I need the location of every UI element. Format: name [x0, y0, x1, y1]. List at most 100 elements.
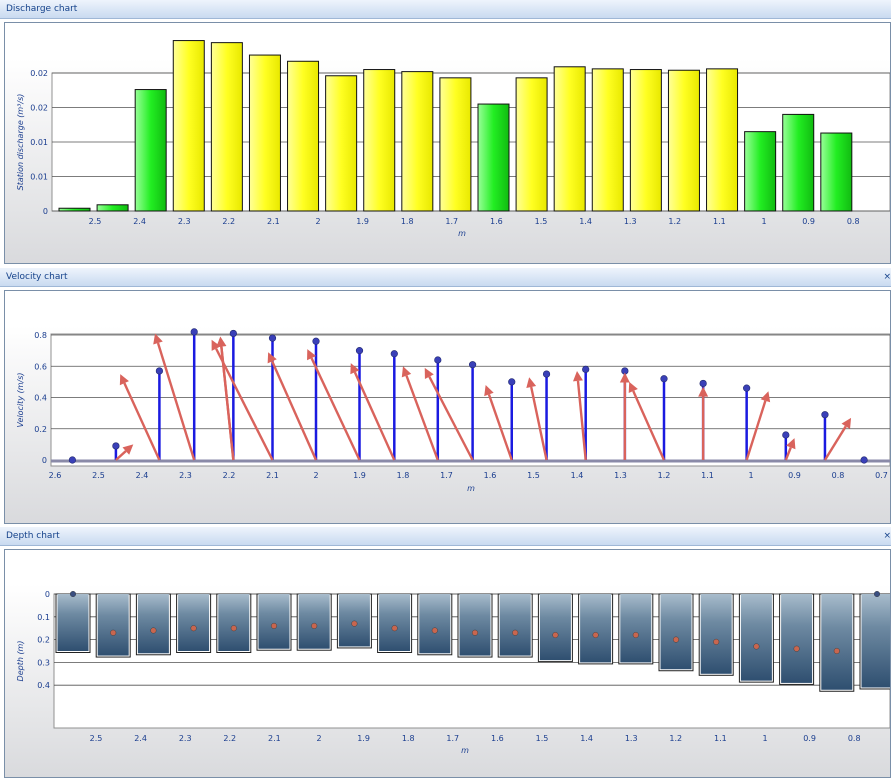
velocity-vector-head [307, 349, 317, 361]
discharge-x-tick: 0.8 [847, 217, 860, 226]
depth-x-tick: 2.3 [179, 734, 192, 743]
depth-marker [110, 629, 117, 636]
depth-bar [137, 594, 169, 654]
depth-x-tick: 1.2 [669, 734, 682, 743]
depth-bar [379, 594, 411, 651]
depth-chart: 0 0.1 0.2 0.3 0.4 2.5 2.4 2.3 2.2 2.1 2 1.9 1.8 1.7 1.… [16, 590, 890, 755]
velocity-x-tick: 2.6 [49, 471, 62, 480]
velocity-point [155, 367, 163, 375]
velocity-vector-head [424, 367, 434, 379]
depth-marker [431, 627, 438, 634]
depth-bar [178, 594, 210, 651]
discharge-x-tick: 1.4 [579, 217, 592, 226]
velocity-point [743, 384, 751, 392]
velocity-vector-head [119, 374, 129, 386]
depth-y-tick: 0.4 [37, 681, 50, 690]
depth-bar [419, 594, 451, 654]
depth-x-tick: 1 [762, 734, 767, 743]
discharge-x-tick: 1 [761, 217, 766, 226]
discharge-x-tick: 1.6 [490, 217, 503, 226]
depth-marker [592, 632, 599, 639]
velocity-vector-head [267, 352, 277, 364]
discharge-bar [96, 204, 129, 212]
discharge-bar [591, 68, 624, 212]
depth-bar [620, 594, 652, 663]
depth-y-tick: 0.2 [37, 636, 50, 645]
velocity-point [699, 379, 707, 388]
discharge-chart: 0 0.01 0.01 0.02 0.02 2.5 2.4 2.3 2.2 2.1 2 1.9 1.8 1… [16, 40, 890, 238]
velocity-vector-head [211, 339, 221, 351]
velocity-point [268, 334, 277, 342]
depth-x-tick: 1.7 [446, 734, 459, 743]
velocity-chart: 0 0.2 0.4 0.6 0.8 2.6 2.5 2.4 2.3 2.2 2.1 2 1.9 1.8 1.… [16, 328, 890, 493]
discharge-bar [515, 77, 548, 212]
depth-x-tick: 1.4 [580, 734, 593, 743]
discharge-bar [782, 113, 815, 212]
velocity-point [355, 347, 364, 355]
velocity-y-tick: 0.8 [34, 331, 47, 340]
velocity-vector-head [841, 417, 852, 429]
velocity-panel-header: Velocity chart × [0, 268, 891, 287]
depth-marker [632, 632, 639, 639]
velocity-vector [428, 376, 474, 461]
depth-x-tick: 1.1 [714, 734, 727, 743]
depth-x-tick: 0.8 [848, 734, 861, 743]
velocity-vector [784, 446, 792, 461]
velocity-x-tick: 0.8 [832, 471, 845, 480]
depth-bar [539, 594, 571, 661]
velocity-vector-head [786, 438, 796, 450]
discharge-bar [210, 42, 243, 212]
depth-x-tick: 1.3 [625, 734, 638, 743]
velocity-vector [156, 342, 196, 461]
depth-x-tick: 2.4 [134, 734, 147, 743]
discharge-y-tick: 0.02 [30, 69, 48, 78]
depth-panel-header: Depth chart × [0, 527, 891, 546]
discharge-bar [248, 54, 281, 212]
velocity-point [860, 456, 868, 464]
velocity-x-tick: 1.2 [658, 471, 671, 480]
depth-x-tick: 2 [316, 734, 321, 743]
depth-x-axis-label: m [461, 746, 469, 755]
depth-bar [700, 594, 732, 674]
velocity-y-axis-label: Velocity (m/s) [16, 373, 25, 428]
velocity-point [112, 442, 120, 450]
depth-marker [833, 647, 840, 654]
depth-bar [338, 594, 370, 647]
discharge-bar [134, 89, 167, 212]
depth-x-tick: 1.8 [402, 734, 415, 743]
velocity-panel-close-icon[interactable]: × [883, 272, 891, 282]
depth-panel-close-icon[interactable]: × [883, 531, 891, 541]
depth-bar [861, 594, 890, 688]
discharge-bar [477, 103, 510, 212]
discharge-bar [325, 75, 358, 212]
velocity-x-tick: 2.4 [136, 471, 149, 480]
velocity-vector-head [572, 370, 583, 382]
depth-y-tick: 0 [45, 590, 50, 599]
velocity-x-axis-label: m [467, 484, 475, 493]
depth-x-tick: 1.5 [536, 734, 549, 743]
depth-panel-title: Depth chart [6, 531, 60, 541]
velocity-x-tick: 0.9 [788, 471, 801, 480]
velocity-x-tick: 1.6 [484, 471, 497, 480]
velocity-vector [353, 371, 396, 461]
velocity-point [312, 337, 320, 345]
discharge-bar [401, 71, 434, 212]
discharge-x-tick: 2.2 [222, 217, 235, 226]
depth-bar [97, 594, 129, 656]
velocity-point [68, 456, 76, 464]
depth-bar [298, 594, 330, 649]
velocity-vector [123, 382, 161, 461]
depth-marker [673, 636, 680, 643]
depth-marker [391, 625, 398, 632]
velocity-point [508, 378, 516, 386]
depth-x-tick: 1.9 [357, 734, 370, 743]
discharge-y-tick: 0.02 [30, 104, 48, 113]
velocity-vector [215, 348, 274, 461]
depth-x-tick: 0.9 [803, 734, 816, 743]
discharge-bar [706, 68, 739, 212]
depth-marker [150, 627, 157, 634]
discharge-x-tick: 2.5 [89, 217, 102, 226]
velocity-vector-head [484, 385, 494, 397]
velocity-point [582, 365, 590, 373]
discharge-bar [629, 69, 662, 212]
